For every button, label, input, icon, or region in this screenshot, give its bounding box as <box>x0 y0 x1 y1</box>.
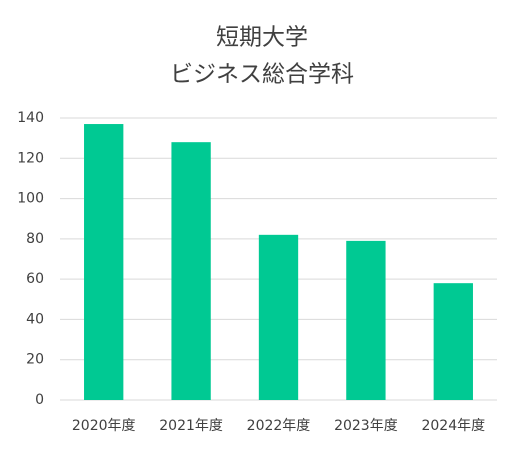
x-tick-label: 2023年度 <box>334 418 398 434</box>
x-tick-label: 2021年度 <box>159 418 223 434</box>
y-tick-label: 100 <box>17 191 44 207</box>
bar <box>84 124 124 401</box>
chart-title: ビジネス総合学科 <box>170 62 354 88</box>
y-tick-label: 40 <box>26 311 44 327</box>
chart-title: 短期大学 <box>216 25 308 51</box>
bar <box>258 234 299 400</box>
bar <box>433 283 473 400</box>
y-tick-label: 0 <box>35 392 44 408</box>
bar <box>346 240 386 400</box>
y-tick-label: 120 <box>17 150 44 166</box>
y-tick-label: 80 <box>26 231 44 247</box>
bar <box>171 142 211 400</box>
y-tick-label: 140 <box>17 110 44 126</box>
x-tick-label: 2024年度 <box>421 418 485 434</box>
x-tick-label: 2022年度 <box>247 418 311 434</box>
y-tick-label: 60 <box>26 271 44 287</box>
y-tick-label: 20 <box>26 352 44 368</box>
x-tick-label: 2020年度 <box>72 418 136 434</box>
